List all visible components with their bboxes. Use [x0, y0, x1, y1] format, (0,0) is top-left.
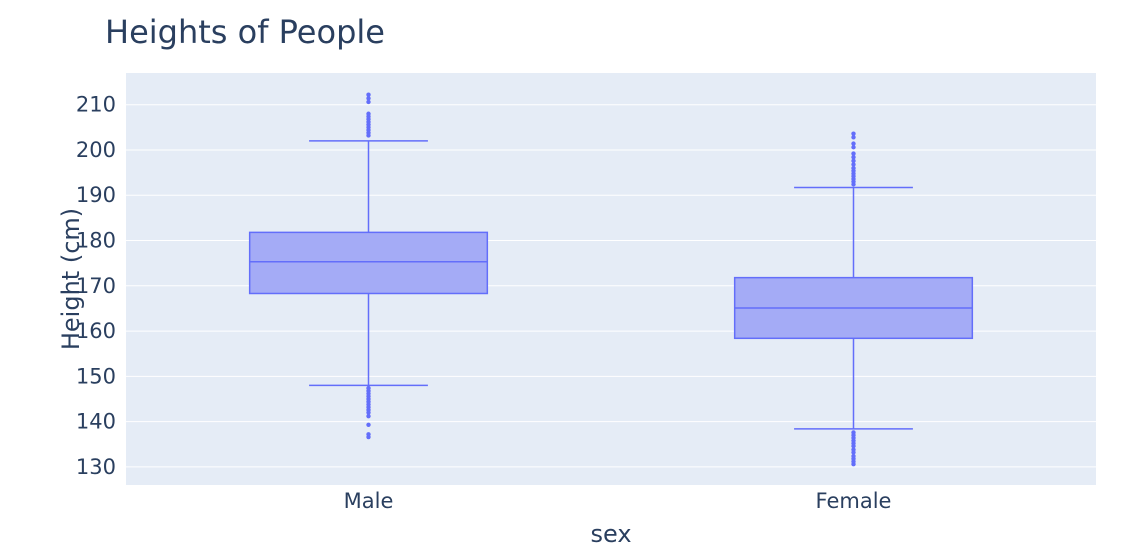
- chart-title: Heights of People: [105, 13, 385, 51]
- outlier-point: [851, 135, 856, 140]
- outlier-point: [851, 430, 856, 435]
- x-tick-label: Female: [816, 489, 892, 513]
- outlier-point: [366, 422, 371, 427]
- y-tick-label: 160: [76, 319, 116, 343]
- y-tick-label: 130: [76, 455, 116, 479]
- outlier-point: [366, 99, 371, 105]
- y-axis-ticks: 130 140 150 160 170 180 190 200 210: [76, 93, 116, 479]
- outlier-point: [851, 151, 856, 156]
- outlier-point: [851, 165, 856, 171]
- y-axis-label: Height (cm): [57, 208, 85, 350]
- y-tick-label: 190: [76, 183, 116, 207]
- outlier-point: [366, 413, 371, 419]
- outlier-point: [851, 141, 856, 146]
- y-tick-label: 140: [76, 410, 116, 434]
- x-tick-label: Male: [344, 489, 394, 513]
- x-axis-label: sex: [590, 520, 631, 548]
- y-tick-label: 200: [76, 138, 116, 162]
- box-series: [248, 92, 974, 467]
- outlier-point: [366, 432, 371, 437]
- box-male: [248, 92, 489, 440]
- outlier-point: [851, 131, 856, 136]
- outlier-point: [851, 162, 856, 167]
- outlier-point: [366, 111, 371, 116]
- outlier-point: [366, 92, 371, 97]
- box-iqr: [248, 231, 489, 295]
- y-tick-label: 150: [76, 364, 116, 388]
- y-tick-label: 170: [76, 274, 116, 298]
- outlier-point: [851, 447, 856, 452]
- y-tick-label: 210: [76, 93, 116, 117]
- gridlines: [126, 104, 1096, 468]
- y-tick-label: 180: [76, 229, 116, 253]
- outlier-point: [366, 96, 371, 101]
- outlier-point: [366, 385, 371, 391]
- box-female: [733, 131, 974, 467]
- outlier-point: [851, 145, 856, 150]
- outlier-point: [851, 155, 856, 160]
- x-axis-ticks: Male Female: [344, 489, 892, 513]
- outlier-point: [851, 158, 856, 164]
- outlier-point: [851, 453, 856, 459]
